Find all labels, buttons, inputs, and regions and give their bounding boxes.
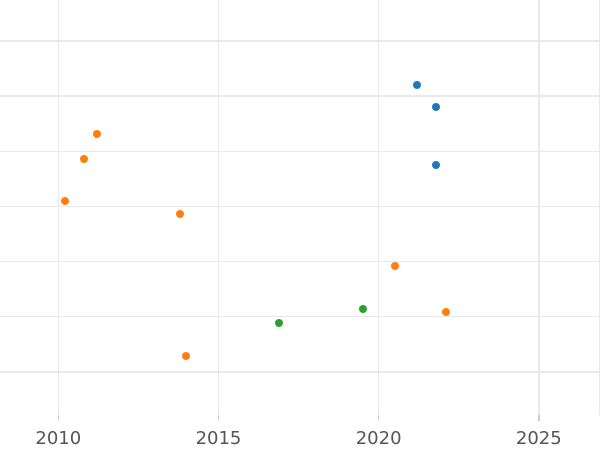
x-axis-tick-label: 2015 (195, 428, 242, 449)
x-axis-tick-mark (377, 415, 380, 421)
x-axis-tick-label: 2010 (35, 428, 82, 449)
plot-area (0, 0, 600, 415)
scatter-point-orange-series (182, 351, 191, 360)
horizontal-gridline (0, 371, 600, 373)
vertical-gridline (57, 0, 59, 415)
scatter-point-orange-series (441, 308, 450, 317)
plot-right-edge-line (598, 0, 600, 415)
scatter-point-orange-series (92, 130, 101, 139)
scatter-point-green-series (358, 305, 367, 314)
scatter-point-blue-series (432, 103, 441, 112)
scatter-point-orange-series (79, 155, 88, 164)
horizontal-gridline (0, 95, 600, 97)
scatter-point-orange-series (60, 196, 69, 205)
x-axis-tick-mark (57, 415, 59, 421)
x-axis-tick-label: 2020 (355, 428, 402, 449)
horizontal-gridline (0, 40, 600, 42)
scatter-point-blue-series (413, 80, 422, 89)
x-axis-tick-label: 2025 (515, 428, 562, 449)
horizontal-gridline (0, 316, 600, 318)
x-axis-tick-mark (538, 415, 540, 421)
horizontal-gridline (0, 260, 600, 263)
scatter-point-orange-series (176, 209, 185, 218)
horizontal-gridline (0, 205, 600, 208)
scatter-point-green-series (275, 318, 284, 327)
x-axis-tick-mark (217, 415, 220, 421)
horizontal-gridline (0, 150, 600, 152)
scatter-point-orange-series (390, 261, 399, 270)
vertical-gridline (217, 0, 220, 415)
vertical-gridline (377, 0, 380, 415)
scatter-point-blue-series (432, 161, 441, 169)
vertical-gridline (538, 0, 540, 415)
